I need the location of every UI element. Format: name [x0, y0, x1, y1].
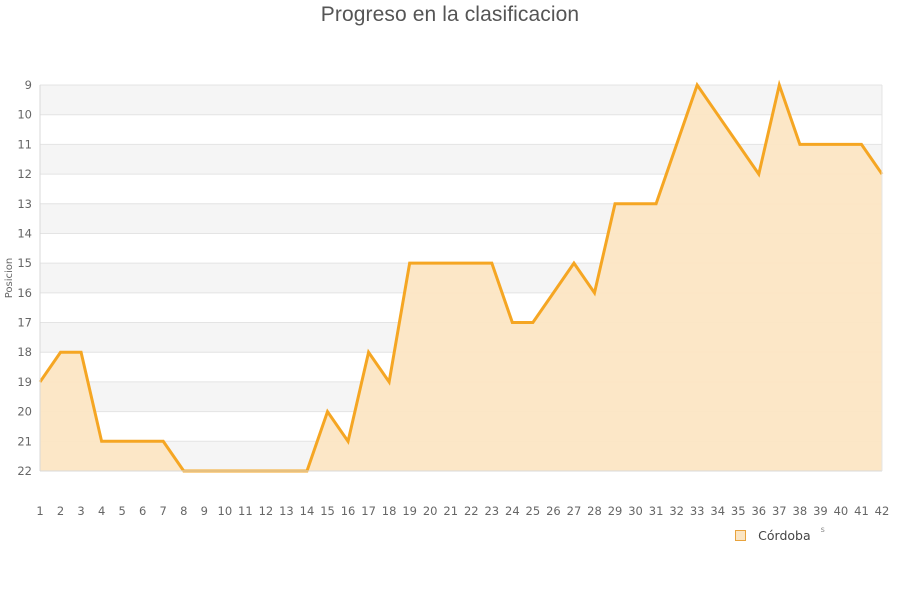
svg-text:29: 29 [608, 504, 623, 518]
svg-text:8: 8 [180, 504, 187, 518]
svg-text:14: 14 [17, 226, 32, 240]
svg-text:11: 11 [17, 137, 32, 151]
series-line-cordoba [38, 79, 884, 473]
chart-title: Progreso en la clasificacion [320, 3, 580, 26]
svg-text:26: 26 [546, 504, 561, 518]
svg-text:30: 30 [628, 504, 643, 518]
svg-text:19: 19 [17, 375, 32, 389]
svg-text:41: 41 [854, 504, 869, 518]
svg-text:25: 25 [526, 504, 541, 518]
svg-text:Posicion: Posicion [4, 258, 15, 299]
axis-lines [39, 85, 883, 472]
svg-text:18: 18 [17, 345, 32, 359]
legend-item-superscript: s [820, 525, 825, 534]
svg-text:22: 22 [17, 464, 32, 478]
svg-text:13: 13 [17, 197, 32, 211]
svg-text:31: 31 [649, 504, 664, 518]
svg-text:11: 11 [238, 504, 253, 518]
svg-text:19: 19 [402, 504, 417, 518]
svg-text:23: 23 [484, 504, 499, 518]
svg-text:20: 20 [423, 504, 438, 518]
svg-text:3: 3 [77, 504, 84, 518]
svg-text:34: 34 [710, 504, 725, 518]
series-area-cordoba [40, 85, 882, 471]
svg-text:5: 5 [118, 504, 125, 518]
svg-text:24: 24 [505, 504, 520, 518]
svg-text:17: 17 [17, 316, 32, 330]
svg-text:17: 17 [361, 504, 376, 518]
svg-text:32: 32 [669, 504, 684, 518]
svg-text:20: 20 [17, 405, 32, 419]
svg-text:39: 39 [813, 504, 828, 518]
svg-text:37: 37 [772, 504, 787, 518]
svg-text:21: 21 [17, 434, 32, 448]
svg-text:38: 38 [793, 504, 808, 518]
svg-text:18: 18 [382, 504, 397, 518]
y-axis-tick-labels: 9 10 11 12 13 14 15 16 17 18 19 20 21 22 [17, 78, 32, 478]
svg-text:27: 27 [567, 504, 582, 518]
svg-text:10: 10 [218, 504, 233, 518]
svg-text:10: 10 [17, 108, 32, 122]
svg-text:14: 14 [300, 504, 315, 518]
svg-text:42: 42 [875, 504, 890, 518]
svg-text:2: 2 [57, 504, 64, 518]
legend-item-cordoba[interactable]: Córdoba s [735, 525, 825, 543]
legend-swatch-icon [735, 530, 747, 541]
svg-text:12: 12 [17, 167, 32, 181]
y-axis-title: Posicion [4, 258, 15, 299]
svg-text:22: 22 [464, 504, 479, 518]
svg-text:4: 4 [98, 504, 105, 518]
svg-text:12: 12 [259, 504, 274, 518]
chart-legend: Córdoba s [0, 525, 900, 543]
svg-text:7: 7 [160, 504, 167, 518]
svg-text:40: 40 [834, 504, 849, 518]
svg-text:6: 6 [139, 504, 146, 518]
legend-item-label: Córdoba [758, 528, 811, 543]
svg-text:15: 15 [17, 256, 32, 270]
svg-text:9: 9 [201, 504, 208, 518]
svg-text:33: 33 [690, 504, 705, 518]
svg-text:35: 35 [731, 504, 746, 518]
x-axis-tick-labels: 1 2 3 4 5 6 7 8 9 10 11 12 13 14 15 16 17 18 19 20 21 22 23 24 2… [36, 504, 889, 518]
svg-text:13: 13 [279, 504, 294, 518]
svg-text:15: 15 [320, 504, 335, 518]
svg-text:16: 16 [17, 286, 32, 300]
svg-text:9: 9 [25, 78, 32, 92]
svg-text:1: 1 [36, 504, 43, 518]
svg-text:28: 28 [587, 504, 602, 518]
svg-text:36: 36 [751, 504, 766, 518]
svg-text:21: 21 [443, 504, 458, 518]
svg-text:16: 16 [341, 504, 356, 518]
